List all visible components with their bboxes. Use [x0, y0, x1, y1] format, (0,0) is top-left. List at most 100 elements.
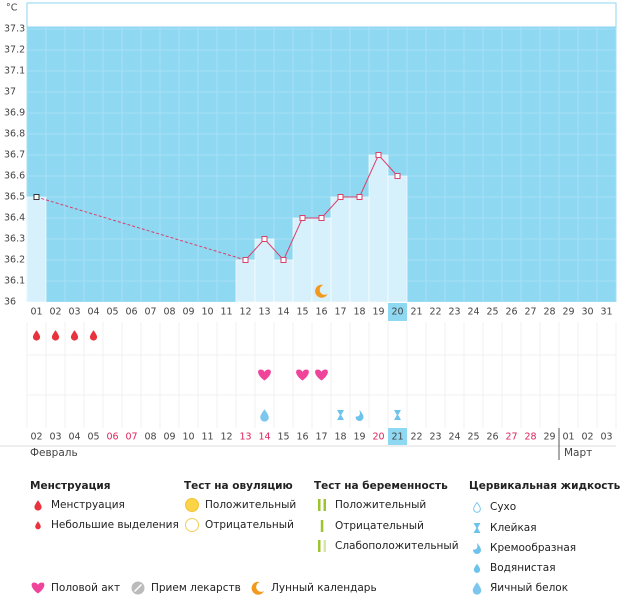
y-tick-label: 36.5 — [4, 192, 25, 203]
x-tick-label: 21 — [410, 307, 422, 318]
point — [261, 236, 268, 242]
cervical-icon — [337, 410, 344, 420]
icon-shape — [89, 330, 98, 341]
point — [394, 173, 401, 179]
icon-shape — [473, 523, 481, 533]
cervical-icon — [394, 410, 401, 420]
x-tick-label: 13 — [258, 307, 270, 318]
highlight-cell — [388, 428, 407, 445]
y-tick-label: 36.9 — [4, 108, 25, 119]
intercourse-icon — [296, 369, 309, 381]
legend-icon — [473, 501, 481, 513]
x-tick-label: 25 — [486, 307, 498, 318]
highlight-cell — [388, 303, 407, 321]
legend-label: Положительный — [205, 499, 296, 511]
icon-shape — [315, 284, 328, 298]
legend-label: Лунный календарь — [271, 582, 377, 594]
date-label: 02 — [581, 432, 593, 443]
date-label: 24 — [448, 432, 460, 443]
legend-icon — [318, 499, 326, 511]
cervical-icon — [260, 409, 269, 422]
x-tick-label: 28 — [543, 307, 555, 318]
cervical-icon — [355, 410, 364, 421]
x-tick-label: 29 — [562, 307, 574, 318]
point — [33, 194, 40, 200]
x-tick-label: 16 — [315, 307, 327, 318]
icon-shape — [473, 543, 481, 554]
icon-shape — [315, 369, 328, 381]
y-tick-label: 37.2 — [4, 45, 25, 56]
icon-shape — [473, 563, 481, 573]
x-tick-label: 31 — [600, 307, 612, 318]
x-tick-label: 15 — [296, 307, 308, 318]
legend-icon — [473, 543, 481, 554]
y-tick-label: 36.7 — [4, 150, 25, 161]
menstruation-icon — [32, 330, 41, 341]
x-tick-label: 19 — [372, 307, 384, 318]
x-tick-label: 14 — [277, 307, 289, 318]
lunar-icon — [315, 284, 328, 298]
icon-shape — [35, 521, 41, 530]
bar — [292, 217, 313, 303]
icon-shape — [472, 582, 482, 595]
date-label: 29 — [543, 432, 555, 443]
x-tick-label: 22 — [429, 307, 441, 318]
legend-icon — [34, 500, 42, 511]
x-tick-label: 24 — [467, 307, 479, 318]
intercourse-icon — [315, 369, 328, 381]
legend-icon — [318, 540, 326, 552]
x-tick-label: 17 — [334, 307, 346, 318]
gap-line — [36, 196, 246, 261]
point — [242, 257, 249, 263]
bar — [254, 238, 275, 303]
x-tick-label: 02 — [49, 307, 61, 318]
legend-icon — [185, 518, 199, 532]
date-label: 06 — [106, 432, 118, 443]
x-tick-label: 03 — [68, 307, 80, 318]
legend-icon — [185, 498, 199, 512]
menstruation-icon — [70, 330, 79, 341]
date-label: 08 — [144, 432, 156, 443]
legend-icon — [472, 582, 482, 595]
bar — [26, 196, 47, 303]
date-label: 12 — [220, 432, 232, 443]
x-tick-label: 20 — [391, 307, 403, 318]
icon-shape — [70, 330, 79, 341]
icon-shape — [32, 330, 41, 341]
point — [337, 194, 344, 200]
legend-icon — [320, 520, 324, 532]
x-tick-label: 05 — [106, 307, 118, 318]
x-tick-label: 10 — [201, 307, 213, 318]
date-label: 19 — [353, 432, 365, 443]
icon-shape — [394, 410, 401, 420]
date-label: 16 — [296, 432, 308, 443]
y-axis-label: °C — [6, 3, 18, 14]
legend-label: Небольшие выделения — [51, 519, 179, 531]
legend-label: Кремообразная — [490, 542, 576, 554]
month-label: Февраль — [30, 447, 78, 459]
date-label: 05 — [87, 432, 99, 443]
intercourse-icon — [258, 369, 271, 381]
date-label: 10 — [182, 432, 194, 443]
y-tick-label: 36.3 — [4, 234, 25, 245]
date-label: 11 — [201, 432, 213, 443]
legend-label: Сухо — [490, 501, 516, 513]
bar — [273, 259, 294, 303]
legend-label: Водянистая — [490, 562, 556, 574]
point — [375, 152, 382, 158]
bar — [235, 259, 256, 303]
date-label: 01 — [562, 432, 574, 443]
date-label: 07 — [125, 432, 137, 443]
legend-title: Цервикальная жидкость — [469, 480, 621, 492]
x-tick-label: 06 — [125, 307, 137, 318]
bar — [368, 154, 389, 303]
date-label: 18 — [334, 432, 346, 443]
date-label: 02 — [30, 432, 42, 443]
date-label: 14 — [258, 432, 270, 443]
x-tick-label: 07 — [144, 307, 156, 318]
legend-label: Отрицательный — [205, 519, 294, 531]
x-tick-label: 30 — [581, 307, 593, 318]
legend-icon — [473, 563, 481, 573]
